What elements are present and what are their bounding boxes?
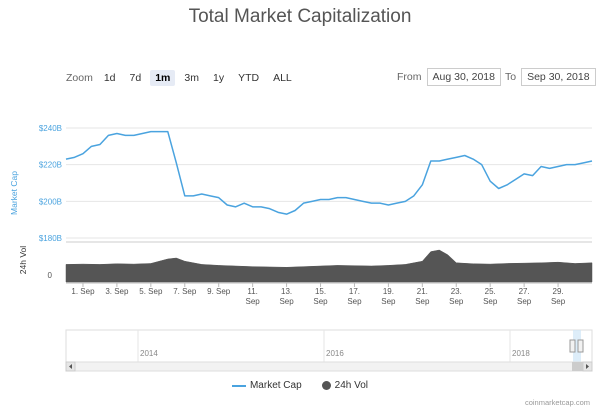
x-tick-label: 13. — [281, 287, 292, 296]
y-tick-label: $180B — [39, 234, 62, 243]
legend: Market Cap 24h Vol — [0, 380, 600, 391]
range-from-input[interactable]: Aug 30, 2018 — [426, 68, 501, 86]
zoom-7d-button[interactable]: 7d — [129, 72, 142, 84]
navigator-year-label: 2014 — [140, 349, 158, 358]
x-tick-label-line2: Sep — [279, 297, 294, 306]
x-tick-label: 29. — [553, 287, 564, 296]
x-tick-label: 25. — [485, 287, 496, 296]
chart-title: Total Market Capitalization — [188, 6, 412, 27]
scroll-left-arrow-icon — [69, 364, 72, 369]
range-from-label: From — [397, 71, 422, 83]
x-tick-label-line2: Sep — [551, 297, 566, 306]
range-to: To Sep 30, 2018 — [505, 68, 596, 86]
credit[interactable]: coinmarketcap.com — [524, 398, 590, 407]
y-tick-label: $240B — [39, 124, 62, 133]
navigator-frame — [65, 329, 593, 363]
scrollbar-thumb[interactable] — [572, 362, 583, 371]
legend-line-icon — [231, 384, 246, 387]
zoom-1m-button[interactable]: 1m — [150, 70, 176, 86]
scrollbar-track[interactable] — [65, 361, 593, 372]
volume-axis-label: 24h Vol — [18, 246, 28, 274]
x-tick-label: 15. — [315, 287, 326, 296]
legend-market-cap-label: Market Cap — [249, 380, 302, 391]
market-cap-line — [65, 130, 593, 215]
zoom-all-button[interactable]: ALL — [273, 72, 292, 84]
x-tick-label: 7. Sep — [173, 287, 197, 296]
legend-volume[interactable]: 24h Vol — [321, 380, 369, 391]
x-tick-label-line2: Sep — [381, 297, 396, 306]
volume-area — [65, 249, 593, 283]
zoom-bar: Zoom 1d 7d 1m 3m 1y YTD ALL — [66, 70, 301, 86]
x-tick-label: 17. — [349, 287, 360, 296]
x-tick-label: 11. — [247, 287, 258, 296]
zoom-ytd-button[interactable]: YTD — [238, 72, 260, 84]
range-to-label: To — [505, 71, 517, 83]
zoom-1y-button[interactable]: 1y — [213, 72, 225, 84]
x-tick-label: 19. — [383, 287, 394, 296]
range-from: From Aug 30, 2018 — [397, 68, 501, 86]
legend-dot-icon — [321, 381, 331, 390]
navigator-handle-right[interactable] — [577, 339, 584, 353]
x-tick-label-line2: Sep — [517, 297, 532, 306]
x-tick-label-line2: Sep — [246, 297, 261, 306]
x-tick-label-line2: Sep — [449, 297, 464, 306]
navigator-selection — [573, 330, 581, 362]
range-to-input[interactable]: Sep 30, 2018 — [521, 68, 596, 86]
x-tick-label-line2: Sep — [313, 297, 328, 306]
volume-tick-label: 0 — [48, 271, 53, 280]
x-tick-label: 23. — [451, 287, 462, 296]
x-tick-label: 5. Sep — [139, 287, 163, 296]
x-tick-label-line2: Sep — [483, 297, 498, 306]
x-tick-label-line2: Sep — [347, 297, 362, 306]
zoom-label: Zoom — [66, 72, 93, 84]
x-tick-label: 1. Sep — [71, 287, 95, 296]
x-tick-label: 3. Sep — [105, 287, 129, 296]
x-tick-label: 21. — [417, 287, 428, 296]
navigator-year-label: 2018 — [512, 349, 530, 358]
navigator-handle-left[interactable] — [569, 339, 576, 353]
y-tick-label: $220B — [39, 161, 62, 170]
scroll-right-arrow-icon — [586, 364, 589, 369]
zoom-1d-button[interactable]: 1d — [103, 72, 116, 84]
zoom-3m-button[interactable]: 3m — [184, 72, 199, 84]
legend-volume-label: 24h Vol — [334, 380, 369, 391]
navigator-year-label: 2016 — [326, 349, 344, 358]
y-axis-label: Market Cap — [9, 171, 19, 215]
x-tick-label-line2: Sep — [415, 297, 430, 306]
legend-market-cap[interactable]: Market Cap — [231, 380, 302, 391]
x-tick-label: 9. Sep — [207, 287, 231, 296]
x-tick-label: 27. — [519, 287, 530, 296]
y-tick-label: $200B — [39, 197, 62, 206]
